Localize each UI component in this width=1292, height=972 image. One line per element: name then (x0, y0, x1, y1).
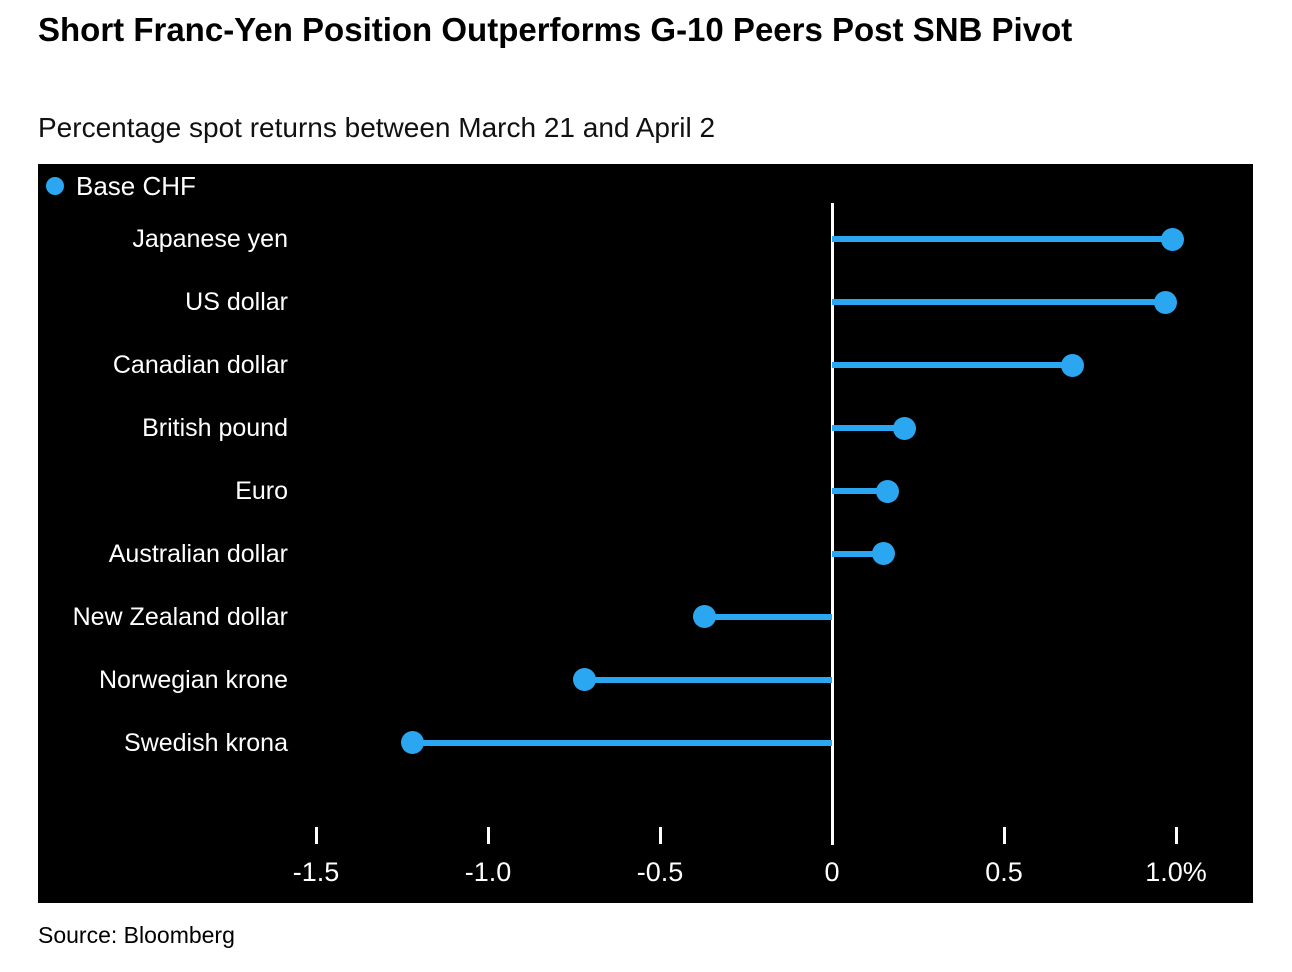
category-label: Canadian dollar (112, 351, 288, 380)
category-label: US dollar (185, 288, 288, 317)
lollipop-dot (872, 542, 896, 566)
lollipop-stem (832, 425, 905, 432)
category-label: Norwegian krone (99, 665, 288, 694)
category-label: New Zealand dollar (72, 602, 288, 631)
lollipop-dot (1154, 290, 1178, 314)
lollipop-dot (400, 731, 424, 755)
lollipop-stem (832, 236, 1173, 243)
x-axis-tick (314, 827, 318, 844)
source-attribution: Source: Bloomberg (38, 922, 235, 948)
x-axis-tick-label: 0.5 (985, 857, 1023, 887)
legend-series-dot-icon (46, 177, 64, 195)
lollipop-dot (693, 605, 717, 629)
x-axis-tick (486, 827, 490, 844)
x-axis-tick (658, 827, 662, 844)
chart-panel: Base CHF Japanese yen US dollar Canadian d… (38, 164, 1253, 903)
lollipop-stem (832, 488, 888, 494)
lollipop-stem (412, 739, 832, 746)
category-label: Swedish krona (124, 728, 288, 757)
lollipop-dot (1161, 227, 1185, 251)
lollipop-stem (832, 362, 1073, 369)
x-axis-tick (1002, 827, 1006, 844)
x-axis-tick-label: 0 (824, 857, 840, 887)
chart-subtitle: Percentage spot returns between March 21… (38, 112, 716, 143)
category-label: British pound (142, 414, 288, 443)
lollipop-stem (704, 613, 832, 620)
x-axis-tick-label: -0.5 (636, 857, 684, 887)
x-axis-tick (830, 827, 834, 844)
category-label: Euro (235, 477, 288, 505)
legend: Base CHF (46, 170, 196, 201)
x-axis-tick-label: -1.0 (464, 857, 512, 887)
lollipop-dot (875, 479, 899, 503)
x-axis-tick-label: -1.5 (292, 857, 340, 887)
lollipop-stem (584, 676, 832, 683)
lollipop-dot (572, 668, 596, 692)
page-title: Short Franc-Yen Position Outperforms G-1… (38, 11, 1073, 48)
x-axis-tick (1174, 827, 1178, 844)
legend-label: Base CHF (76, 170, 196, 201)
lollipop-dot (892, 416, 916, 440)
category-label: Japanese yen (132, 225, 288, 254)
category-label: Australian dollar (108, 539, 288, 568)
lollipop-stem (832, 299, 1166, 306)
zero-axis-line (830, 203, 834, 845)
lollipop-dot (1061, 353, 1085, 377)
x-axis-tick-label: 1.0% (1145, 857, 1207, 887)
lollipop-stem (832, 550, 884, 557)
